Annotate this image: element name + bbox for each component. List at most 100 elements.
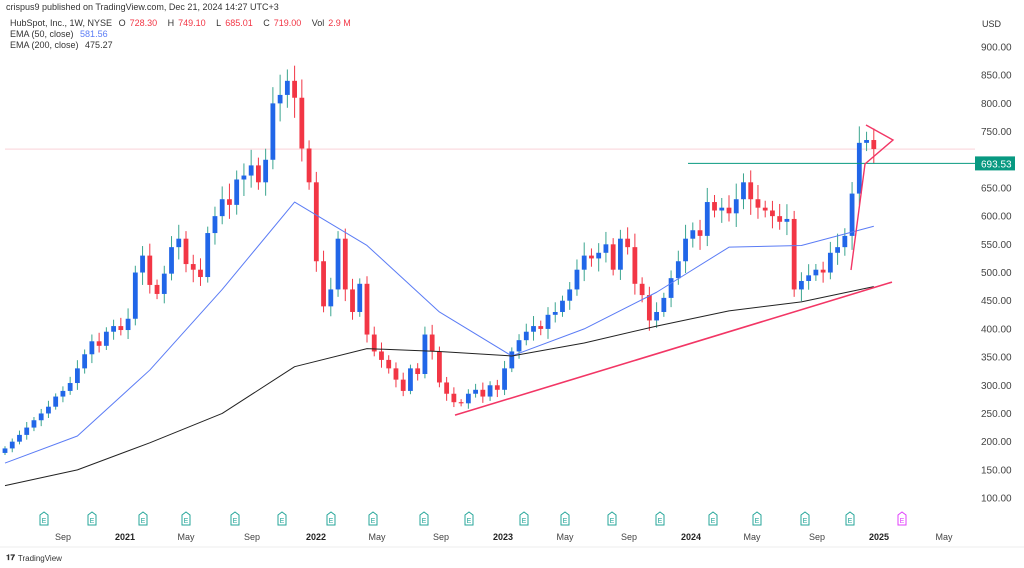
- earnings-marker[interactable]: E: [39, 511, 49, 526]
- earnings-marker-icon: [464, 511, 474, 526]
- earnings-marker-label: E: [371, 518, 376, 525]
- earnings-marker[interactable]: E: [464, 511, 474, 526]
- earnings-marker[interactable]: E: [708, 511, 718, 526]
- footer: 𝟏𝟕 TradingView: [6, 553, 62, 563]
- candle-body: [639, 283, 645, 296]
- earnings-marker[interactable]: E: [138, 511, 148, 526]
- earnings-marker-label: E: [90, 518, 95, 525]
- candle-body: [386, 359, 392, 369]
- earnings-marker[interactable]: E: [655, 511, 665, 526]
- earnings-marker[interactable]: E: [277, 511, 287, 526]
- candle-body: [473, 389, 478, 394]
- price-tick-label: 200.00: [981, 437, 1012, 448]
- ema50-row[interactable]: EMA (50, close) 581.56: [10, 29, 359, 40]
- candle-body: [451, 393, 457, 403]
- earnings-marker-icon: [39, 511, 49, 526]
- candle-body: [132, 272, 138, 319]
- candle-body: [350, 289, 355, 312]
- candle-body: [234, 179, 240, 205]
- earnings-marker-label: E: [522, 518, 527, 525]
- currency-label: USD: [982, 19, 1002, 29]
- candle-body: [161, 273, 167, 294]
- price-tick-label: 800.00: [981, 99, 1012, 110]
- earnings-marker-icon: [326, 511, 336, 526]
- candle-body: [762, 207, 768, 211]
- earnings-marker[interactable]: E: [181, 511, 191, 526]
- earnings-marker[interactable]: E: [368, 511, 378, 526]
- ema50-label: EMA (50, close): [10, 29, 74, 39]
- earnings-marker[interactable]: E: [607, 511, 617, 526]
- earnings-marker-icon: [419, 511, 429, 526]
- pennant-drawing: [850, 124, 895, 271]
- earnings-marker-icon: [368, 511, 378, 526]
- candle-body: [770, 210, 775, 217]
- earnings-marker[interactable]: E: [87, 511, 97, 526]
- candle-body: [589, 255, 594, 259]
- candle-body: [444, 382, 450, 394]
- time-tick-label: Sep: [621, 532, 637, 542]
- candle-body: [835, 247, 840, 253]
- candle-body: [502, 368, 507, 390]
- candle-body: [704, 202, 710, 236]
- candle-body: [125, 318, 131, 331]
- candle-body: [603, 244, 609, 253]
- candle-body: [321, 261, 326, 307]
- earnings-marker-icon: [607, 511, 617, 526]
- candle-body: [371, 334, 377, 352]
- candle-body: [806, 275, 812, 281]
- candle-body: [741, 182, 746, 200]
- candle-body: [82, 354, 88, 369]
- earnings-marker-label: E: [422, 518, 427, 525]
- candle-body: [292, 80, 297, 98]
- time-tick-label: Sep: [809, 532, 825, 542]
- earnings-marker-icon: [800, 511, 810, 526]
- candle-body: [799, 280, 804, 290]
- candle-body: [538, 326, 544, 329]
- earnings-marker[interactable]: E: [519, 511, 529, 526]
- ema50-value: 581.56: [80, 29, 108, 39]
- earnings-marker-label: E: [42, 518, 47, 525]
- earnings-marker[interactable]: E: [230, 511, 240, 526]
- earnings-marker-icon: [845, 511, 855, 526]
- earnings-marker[interactable]: E: [560, 511, 570, 526]
- ema200-row[interactable]: EMA (200, close) 475.27: [10, 40, 359, 51]
- price-tick-label: 450.00: [981, 296, 1012, 307]
- candle-body: [494, 385, 500, 390]
- earnings-marker-icon: [138, 511, 148, 526]
- earnings-marker-icon: [560, 511, 570, 526]
- time-tick-label: May: [743, 532, 761, 542]
- candle-body: [342, 238, 348, 290]
- candle-body: [661, 297, 667, 312]
- candle-body: [516, 340, 522, 352]
- candle-body: [183, 238, 189, 265]
- candle-body: [856, 142, 862, 194]
- support-trendline: [454, 281, 893, 416]
- candle-body: [574, 269, 580, 290]
- candle-body: [683, 238, 688, 262]
- candle-body: [379, 351, 384, 360]
- candle-body: [726, 207, 732, 214]
- tradingview-logo-icon[interactable]: 𝟏𝟕: [6, 553, 15, 562]
- candle-body: [668, 278, 674, 298]
- time-tick-label: 2025: [869, 532, 889, 542]
- earnings-marker-label: E: [803, 518, 808, 525]
- earnings-marker[interactable]: E: [897, 511, 907, 526]
- earnings-marker[interactable]: E: [752, 511, 762, 526]
- earnings-marker[interactable]: E: [845, 511, 855, 526]
- earnings-marker[interactable]: E: [326, 511, 336, 526]
- earnings-marker[interactable]: E: [419, 511, 429, 526]
- candle-body: [465, 393, 471, 404]
- candle-body: [364, 283, 370, 335]
- candle-body: [140, 255, 145, 273]
- high-label: H: [167, 18, 175, 28]
- earnings-marker[interactable]: E: [800, 511, 810, 526]
- candle-body: [118, 326, 124, 331]
- candle-body: [393, 368, 399, 380]
- candle-body: [813, 269, 819, 276]
- close-label: C: [263, 18, 270, 28]
- symbol-name[interactable]: HubSpot, Inc., 1W, NYSE: [10, 18, 113, 28]
- published-info: crispus9 published on TradingView.com, D…: [6, 2, 279, 12]
- candle-body: [335, 238, 341, 290]
- earnings-marker-icon: [181, 511, 191, 526]
